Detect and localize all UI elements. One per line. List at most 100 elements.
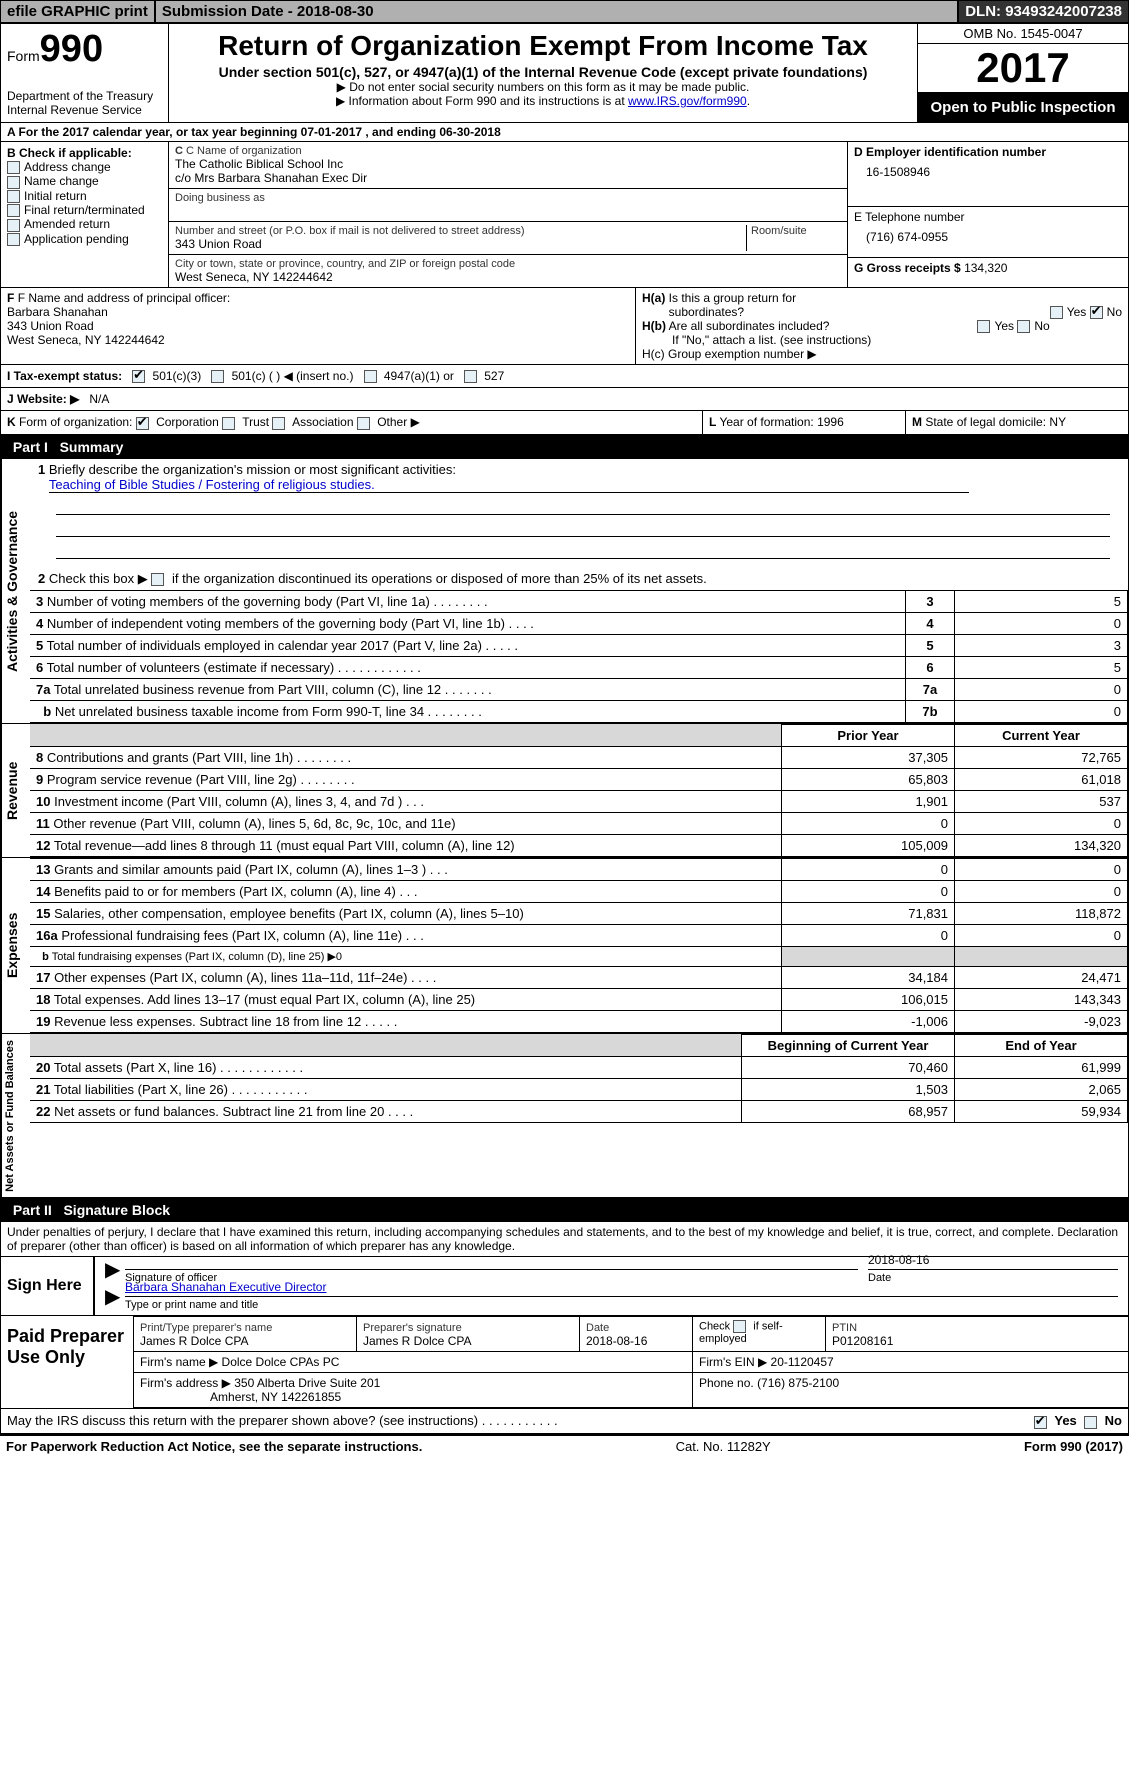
org-careof: c/o Mrs Barbara Shanahan Exec Dir: [175, 171, 841, 185]
header-right: OMB No. 1545-0047 2017 Open to Public In…: [918, 24, 1128, 122]
checkbox-icon[interactable]: [357, 417, 370, 430]
checkbox-icon[interactable]: [1084, 1416, 1097, 1429]
checkbox-icon[interactable]: [977, 320, 990, 333]
table-row: 18 Total expenses. Add lines 13–17 (must…: [30, 988, 1128, 1010]
sig-date-value: 2018-08-16: [868, 1253, 929, 1267]
year-formation: L Year of formation: 1996: [703, 411, 906, 433]
checkbox-icon[interactable]: [132, 370, 145, 383]
chk-amended-lbl: Amended return: [24, 217, 110, 231]
hc-row: H(c) Group exemption number ▶: [642, 347, 1122, 361]
part2-sub: Signature Block: [63, 1202, 170, 1218]
chk-final-lbl: Final return/terminated: [24, 203, 145, 217]
form-org: K Form of organization: Corporation Trus…: [1, 411, 703, 433]
gov-vlabel: Activities & Governance: [1, 459, 30, 723]
prep-sig: James R Dolce CPA: [363, 1334, 471, 1348]
checkbox-icon[interactable]: [733, 1320, 746, 1333]
irs-link[interactable]: www.IRS.gov/form990: [628, 94, 747, 108]
dba-label: Doing business as: [175, 192, 841, 204]
checkbox-icon[interactable]: [211, 370, 224, 383]
checkbox-icon[interactable]: [136, 417, 149, 430]
part1-title: Part I: [13, 439, 48, 455]
table-row: 13 Grants and similar amounts paid (Part…: [30, 858, 1128, 880]
checkbox-icon[interactable]: [7, 161, 20, 174]
sig-date-line: 2018-08-16: [868, 1269, 1118, 1270]
checkbox-icon[interactable]: [1017, 320, 1030, 333]
checkbox-icon[interactable]: [1050, 306, 1063, 319]
checkbox-icon[interactable]: [272, 417, 285, 430]
gov-table: 3 Number of voting members of the govern…: [30, 590, 1128, 723]
discuss-row: May the IRS discuss this return with the…: [0, 1409, 1129, 1433]
submission-date: Submission Date - 2018-08-30: [155, 0, 958, 23]
part1-header: Part I Summary: [0, 435, 1129, 459]
table-row: Prior YearCurrent Year: [30, 724, 1128, 746]
checkbox-icon[interactable]: [7, 176, 20, 189]
checkbox-icon[interactable]: [7, 204, 20, 217]
opt-corp: Corporation: [156, 415, 219, 429]
yes-label: Yes: [1054, 1413, 1076, 1428]
officer-city: West Seneca, NY 142244642: [7, 333, 629, 347]
note-info-pre: ▶ Information about Form 990 and its ins…: [336, 94, 628, 108]
officer-sig-line: ▶: [125, 1269, 858, 1270]
box-b-label: B Check if applicable:: [7, 146, 162, 160]
checkbox-icon[interactable]: [1090, 306, 1103, 319]
arrow-icon: ▶: [105, 1284, 120, 1309]
form-word: Form: [7, 48, 40, 64]
omb-number: OMB No. 1545-0047: [918, 24, 1128, 44]
no-label: No: [1107, 305, 1122, 319]
yes-label: Yes: [994, 319, 1014, 333]
sign-here-block: Sign Here ▶ Signature of officer 2018-08…: [0, 1257, 1129, 1316]
checkbox-icon[interactable]: [1034, 1416, 1047, 1429]
city-cell: City or town, state or province, country…: [169, 255, 847, 287]
checkbox-icon[interactable]: [7, 190, 20, 203]
table-row: b Net unrelated business taxable income …: [30, 700, 1128, 722]
website-value: N/A: [89, 392, 109, 406]
gross-label: G Gross receipts $: [854, 261, 961, 275]
line2: 2 Check this box ▶ if the organization d…: [30, 568, 1128, 590]
part1-sub: Summary: [60, 439, 124, 455]
exp-body: 13 Grants and similar amounts paid (Part…: [30, 858, 1128, 1033]
ein-cell: D Employer identification number 16-1508…: [848, 142, 1128, 207]
firm-phone: (716) 875-2100: [757, 1376, 839, 1390]
form-num: 990: [40, 28, 103, 70]
checkbox-icon[interactable]: [151, 573, 164, 586]
row-fh: F F Name and address of principal office…: [0, 288, 1129, 365]
exp-vlabel: Expenses: [1, 858, 30, 1033]
row-a-tax-year: A For the 2017 calendar year, or tax yea…: [0, 123, 1129, 142]
firm-phone-lbl: Phone no.: [699, 1376, 754, 1390]
ha-row: H(a) Is this a group return for subordin…: [642, 291, 1122, 319]
firm-ein-lbl: Firm's EIN ▶: [699, 1355, 767, 1369]
street-cell: Number and street (or P.O. box if mail i…: [169, 222, 847, 255]
part2-title: Part II: [13, 1202, 52, 1218]
perjury-text: Under penalties of perjury, I declare th…: [0, 1222, 1129, 1257]
chk-name: Name change: [7, 174, 162, 188]
checkbox-icon[interactable]: [464, 370, 477, 383]
checkbox-icon[interactable]: [7, 233, 20, 246]
mission-text: Teaching of Bible Studies / Fostering of…: [49, 477, 969, 493]
checkbox-icon[interactable]: [222, 417, 235, 430]
opt-4947: 4947(a)(1) or: [384, 369, 454, 383]
dba-cell: Doing business as: [169, 189, 847, 222]
checkbox-icon[interactable]: [364, 370, 377, 383]
h-note: If "No," attach a list. (see instruction…: [642, 333, 1122, 347]
net-body: Beginning of Current YearEnd of Year 20 …: [30, 1034, 1128, 1198]
prep-date: 2018-08-16: [586, 1334, 647, 1348]
prep-name: James R Dolce CPA: [140, 1334, 248, 1348]
chk-amended: Amended return: [7, 217, 162, 231]
chk-pending-lbl: Application pending: [24, 232, 129, 246]
table-row: 20 Total assets (Part X, line 16) . . . …: [30, 1056, 1128, 1078]
exp-table: 13 Grants and similar amounts paid (Part…: [30, 858, 1128, 1033]
firm-addr2: Amherst, NY 142261855: [210, 1390, 341, 1404]
table-row: 19 Revenue less expenses. Subtract line …: [30, 1010, 1128, 1032]
state-domicile: M State of legal domicile: NY: [906, 411, 1128, 433]
note-info: ▶ Information about Form 990 and its ins…: [177, 94, 909, 108]
table-row: 10 Investment income (Part VIII, column …: [30, 790, 1128, 812]
chk-initial-lbl: Initial return: [24, 189, 87, 203]
gov-section: Activities & Governance 1 Briefly descri…: [0, 459, 1129, 724]
opt-501c: 501(c) ( ) ◀ (insert no.): [232, 369, 354, 383]
org-name: The Catholic Biblical School Inc: [175, 157, 841, 171]
name-title-line: ▶Barbara Shanahan Executive Director: [125, 1296, 1118, 1297]
box-d: D Employer identification number 16-1508…: [848, 142, 1128, 287]
checkbox-icon[interactable]: [7, 219, 20, 232]
phone-cell: E Telephone number (716) 674-0955: [848, 207, 1128, 258]
table-row: 8 Contributions and grants (Part VIII, l…: [30, 746, 1128, 768]
